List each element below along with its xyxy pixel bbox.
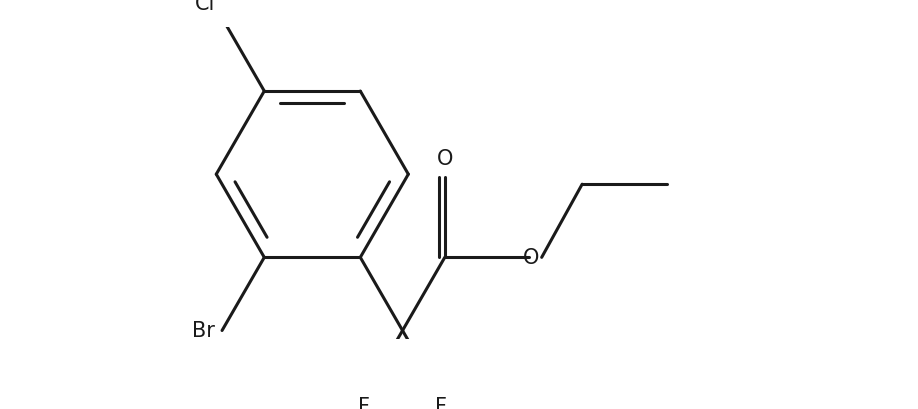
Text: F: F <box>435 396 447 409</box>
Text: O: O <box>523 248 539 268</box>
Text: F: F <box>358 396 370 409</box>
Text: O: O <box>437 149 453 169</box>
Text: Br: Br <box>192 321 215 341</box>
Text: Cl: Cl <box>195 0 215 14</box>
